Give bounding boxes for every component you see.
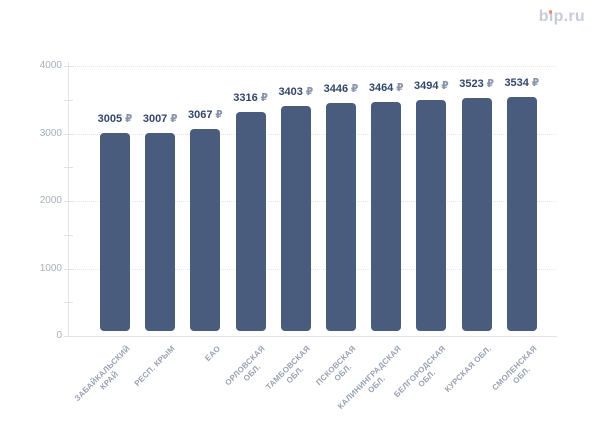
bar[interactable]	[461, 98, 492, 331]
bar-value-number: 3005	[97, 113, 123, 126]
gridline	[68, 268, 556, 270]
x-axis-label: СМОЛЕНСКАЯ ОБЛ.	[489, 344, 539, 393]
bar[interactable]	[506, 97, 537, 331]
ruble-sign: ₽	[122, 113, 133, 126]
x-axis-label: ТАМБОВСКАЯ ОБЛ.	[264, 344, 313, 392]
x-axis-label: КУРСКАЯ ОБЛ.	[443, 344, 493, 394]
y-axis-label: 1000	[39, 262, 62, 274]
bar[interactable]	[416, 100, 447, 331]
bip-ru-logo-text: bıp.ru	[538, 8, 585, 25]
bar-value-number: 3446	[323, 83, 349, 96]
bar[interactable]	[145, 133, 176, 331]
ruble-sign: ₽	[528, 77, 540, 90]
bar-value-number: 3494	[414, 80, 439, 93]
logo-orange-dot-icon	[548, 10, 553, 14]
bar-value-number: 3403	[278, 86, 303, 99]
bar[interactable]	[100, 133, 130, 331]
bar-value-label: 3464 ₽	[341, 82, 431, 95]
bar-value-number: 3007	[142, 113, 168, 126]
bar-value-label: 3446 ₽	[296, 83, 386, 96]
y-axis-label: 0	[56, 330, 62, 341]
bar-value-number: 3464	[368, 82, 394, 95]
bar-value-number: 3067	[188, 108, 213, 121]
y-axis-label: 3000	[39, 127, 62, 139]
gridline	[68, 133, 556, 135]
bar-value-label: 3534 ₽	[477, 77, 567, 90]
bar-value-label: 3316 ₽	[206, 92, 296, 105]
gridline	[68, 201, 556, 202]
x-axis-label: РЕСП. КРЫМ	[132, 344, 177, 389]
ruble-sign: ₽	[257, 92, 268, 105]
ruble-sign: ₽	[302, 86, 314, 99]
x-axis-label: ЕАО	[202, 344, 222, 363]
bar[interactable]	[371, 102, 402, 331]
y-axis-label: 2000	[39, 195, 62, 206]
ruble-sign: ₽	[483, 78, 494, 91]
bar-value-number: 3523	[459, 78, 484, 91]
ruble-sign: ₽	[348, 83, 359, 96]
bar-value-label: 3005 ₽	[70, 113, 160, 126]
gridline	[68, 66, 556, 67]
bar-value-label: 3007 ₽	[115, 113, 205, 126]
bar-value-label: 3403 ₽	[251, 86, 341, 99]
ruble-sign: ₽	[393, 82, 404, 95]
y-axis-label: 4000	[39, 60, 62, 71]
y-axis-line	[68, 62, 69, 336]
bar[interactable]	[326, 103, 356, 331]
ruble-sign: ₽	[167, 113, 178, 126]
bar-value-number: 3534	[504, 77, 529, 90]
bar-value-label: 3494 ₽	[386, 80, 476, 93]
bip-ru-logo[interactable]: bıp.ru	[539, 9, 585, 25]
bar-value-number: 3316	[233, 92, 258, 105]
bar-value-label: 3067 ₽	[160, 109, 250, 122]
bar[interactable]	[280, 106, 311, 331]
bar[interactable]	[190, 128, 221, 331]
bar-value-label: 3523 ₽	[432, 78, 522, 91]
ruble-sign: ₽	[438, 80, 449, 93]
plot-area: 3005 ₽3007 ₽3067 ₽3316 ₽3403 ₽3446 ₽3464…	[68, 66, 556, 336]
x-axis-label: ЗАБАЙКАЛЬСКИЙ КРАЙ	[72, 344, 132, 404]
x-axis-line	[68, 336, 557, 337]
ruble-sign: ₽	[212, 108, 223, 121]
bar[interactable]	[235, 112, 266, 331]
